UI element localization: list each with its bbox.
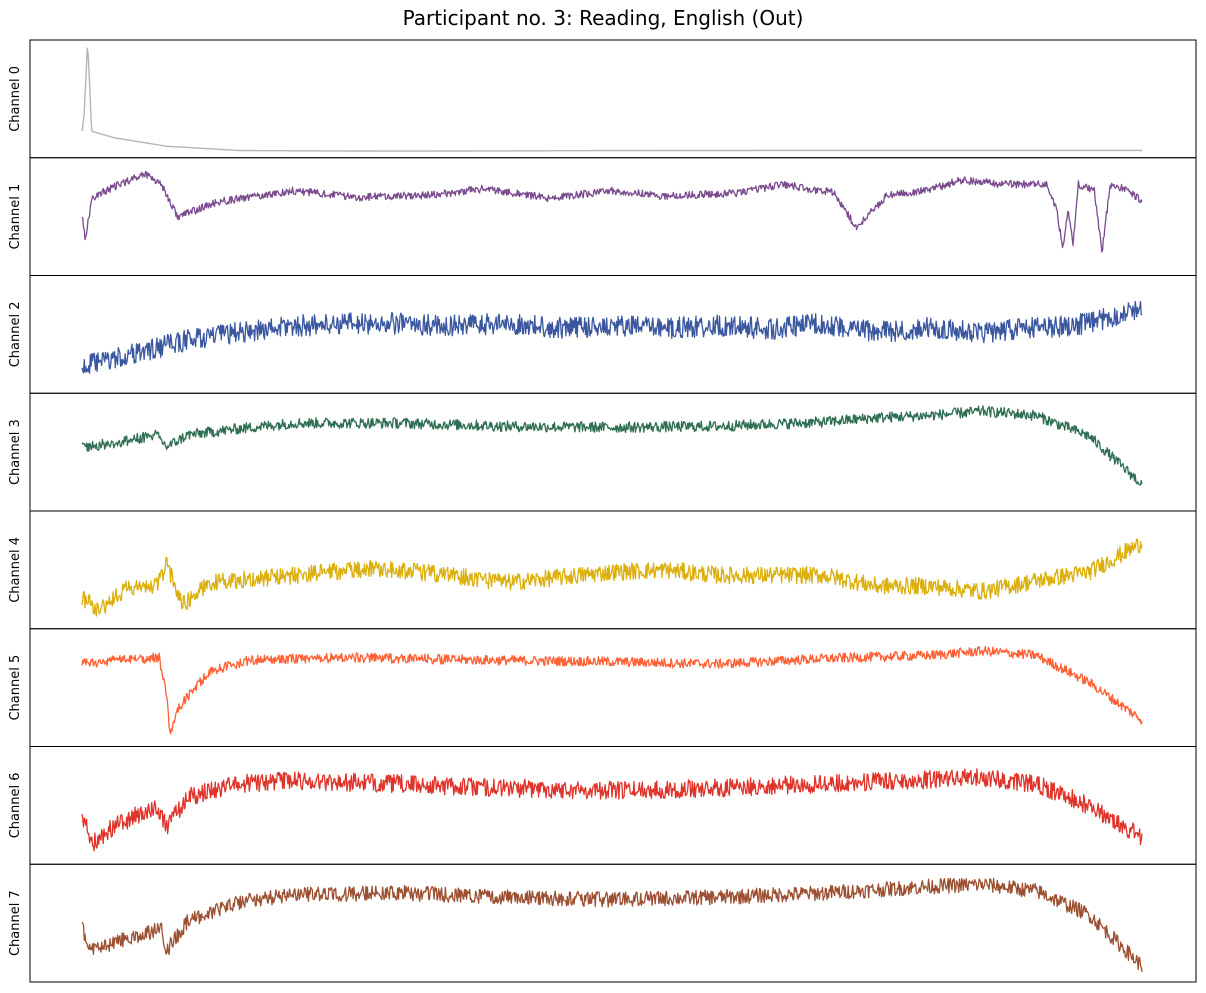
series-line-channel-7 [81,877,1143,973]
series-line-channel-3 [81,405,1143,486]
channel-label-1: Channel 1 [8,184,23,250]
channel-panel-2: Channel 2 [8,275,1197,394]
panel-frame-2 [29,275,1197,394]
series-line-channel-4 [81,538,1143,617]
series-line-channel-1 [81,170,1143,253]
channel-label-2: Channel 2 [8,301,23,367]
panel-frame-5 [29,628,1197,747]
channel-label-4: Channel 4 [8,537,23,603]
channel-label-7: Channel 7 [8,890,23,956]
series-line-channel-0 [81,47,1142,152]
panel-frame-0 [29,39,1197,159]
panel-frame-7 [29,863,1197,983]
channel-panel-4: Channel 4 [8,510,1197,630]
series-line-channel-6 [81,768,1143,852]
panel-frame-3 [29,392,1197,512]
channel-label-5: Channel 5 [8,655,23,721]
chart-title: Participant no. 3: Reading, English (Out… [402,6,804,30]
channel-label-0: Channel 0 [8,66,23,132]
channel-panel-6: Channel 6 [8,746,1197,865]
channel-panel-0: Channel 0 [8,39,1197,159]
panel-frame-1 [29,157,1197,276]
channel-label-3: Channel 3 [8,419,23,485]
panel-frame-6 [29,746,1197,865]
channel-panel-7: Channel 7 [8,863,1197,983]
channel-panel-3: Channel 3 [8,392,1197,512]
channel-label-6: Channel 6 [8,772,23,838]
channel-panel-1: Channel 1 [8,157,1197,276]
series-line-channel-2 [81,300,1143,374]
series-line-channel-5 [81,645,1143,735]
channel-panel-5: Channel 5 [8,628,1197,747]
